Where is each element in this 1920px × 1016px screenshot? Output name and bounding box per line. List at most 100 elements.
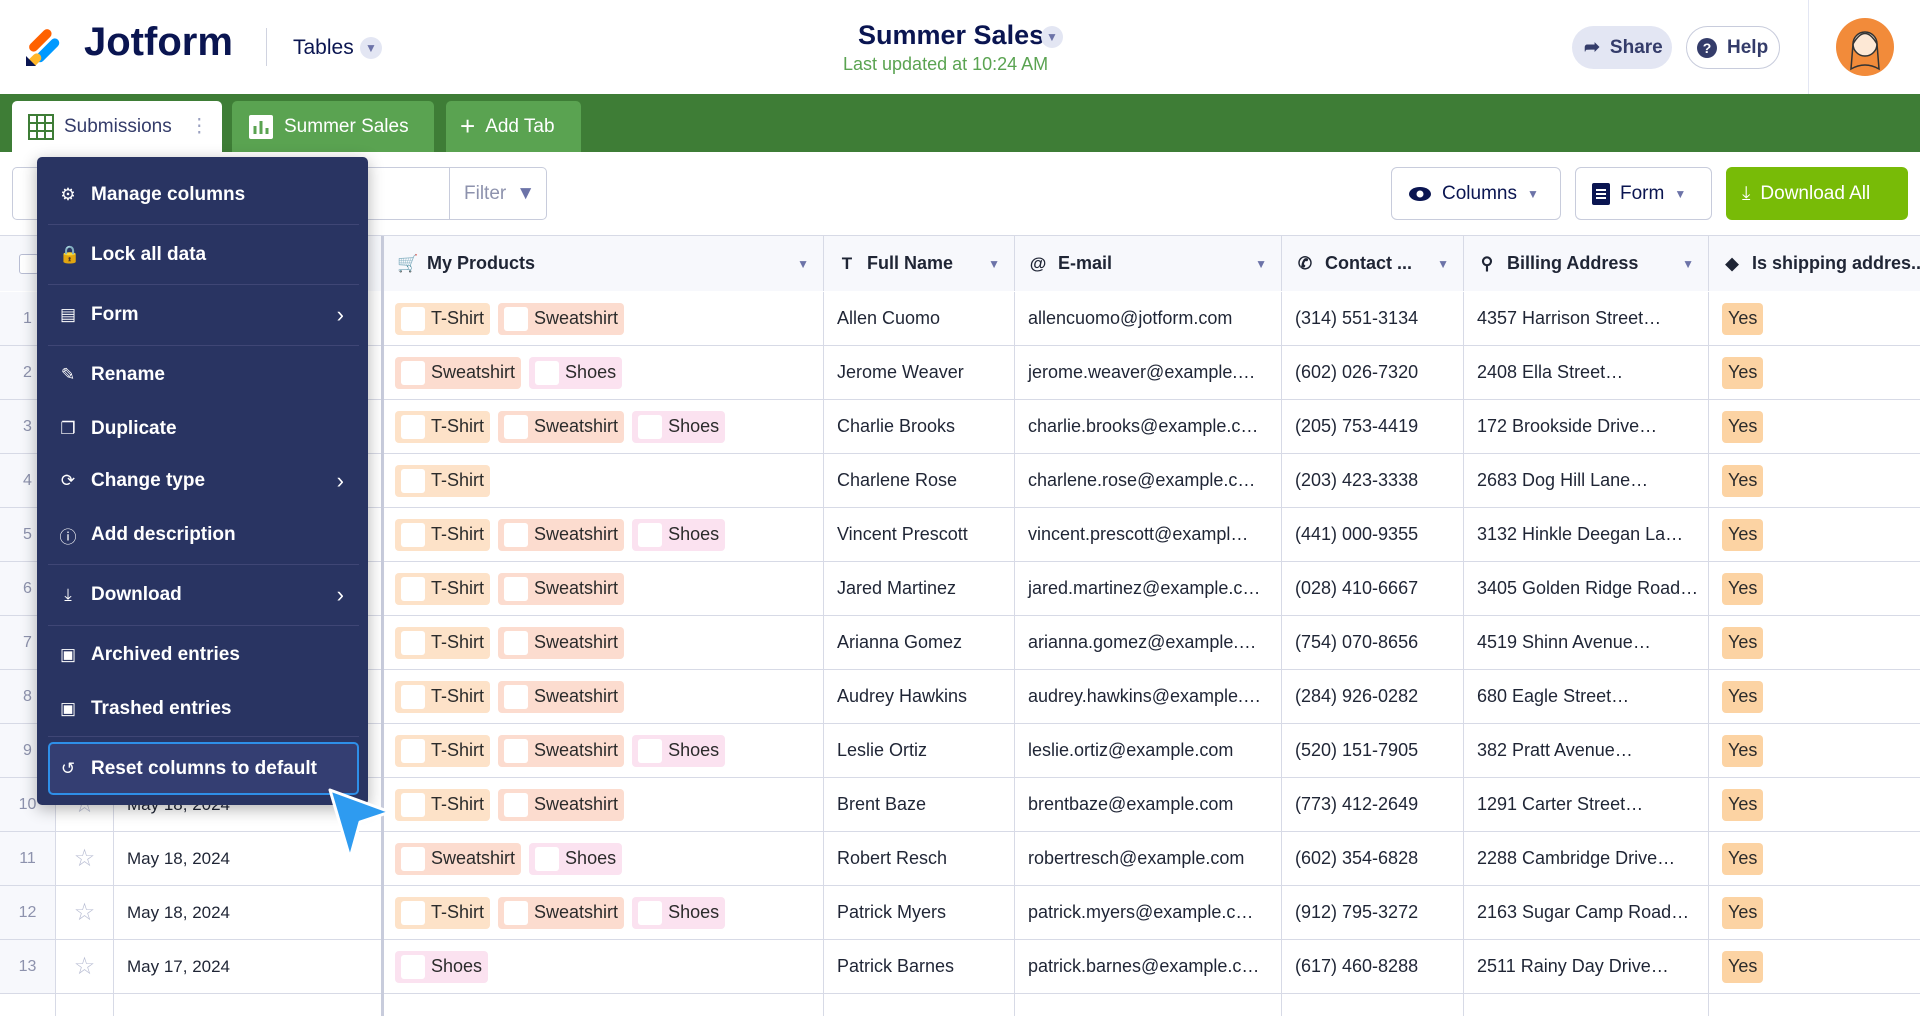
help-button[interactable]: ? Help [1686, 26, 1780, 69]
chevron: ▼ [1674, 186, 1687, 201]
tab-summer-sales[interactable]: Summer Sales [232, 101, 434, 152]
shipping-cell: Yes [1709, 778, 1920, 832]
menu-icon: ▣ [59, 699, 77, 718]
tab-add[interactable]: + Add Tab [446, 101, 581, 152]
star[interactable]: ☆ [73, 899, 96, 926]
divider [266, 28, 267, 66]
column-title: Contact ... [1325, 253, 1413, 273]
phone-cell: (520) 151-7905 [1282, 724, 1464, 778]
product-tag[interactable]: Sweatshirt [498, 518, 625, 551]
product-tag[interactable]: Shoes [632, 410, 726, 443]
avatar[interactable] [1835, 17, 1895, 77]
phone: (912) 795-3272 [1295, 902, 1419, 922]
product-tag[interactable]: Sweatshirt [498, 410, 625, 443]
app-name[interactable]: Tables [293, 36, 354, 59]
column-header[interactable]: 🛒 My Products ▼ [384, 236, 824, 291]
menu-item[interactable]: ⟳ Change type › [37, 457, 368, 505]
menu-item[interactable]: ✎ Rename [37, 351, 368, 399]
product-tag[interactable]: Sweatshirt [498, 626, 625, 659]
product-tag[interactable]: Shoes [632, 518, 726, 551]
product-icon [401, 306, 425, 331]
product-tag[interactable]: Sweatshirt [498, 896, 625, 929]
menu-item[interactable]: ⤓ Download › [37, 571, 368, 619]
product-name: Sweatshirt [534, 578, 619, 598]
menu-label: Lock all data [91, 244, 207, 265]
product-tag[interactable]: Shoes [529, 356, 623, 389]
address: 680 Eagle Street… [1477, 686, 1630, 706]
column-header[interactable]: ✆ Contact ... ▼ [1282, 236, 1464, 291]
column-chevron[interactable]: ▼ [797, 256, 809, 271]
product-tag[interactable]: T-Shirt [395, 896, 491, 929]
menu-label: Add description [91, 524, 236, 545]
menu-item[interactable]: 🔒 Lock all data [37, 231, 368, 279]
product-tag[interactable]: Shoes [529, 842, 623, 875]
filter-button[interactable]: Filter ▼ [449, 167, 547, 220]
product-tag[interactable]: T-Shirt [395, 572, 491, 605]
menu-item[interactable]: ▣ Trashed entries [37, 685, 368, 733]
checkbox[interactable] [19, 253, 39, 274]
products-cell: T-Shirt Sweatshirt [384, 292, 824, 346]
product-tag[interactable]: T-Shirt [395, 788, 491, 821]
column-header[interactable]: @ E-mail ▼ [1015, 236, 1282, 291]
product-tag[interactable]: T-Shirt [395, 734, 491, 767]
product-tag[interactable]: Sweatshirt [395, 842, 522, 875]
share-button[interactable]: ➦ Share [1572, 26, 1672, 69]
star-cell: ☆ [56, 940, 114, 994]
product-tag[interactable]: Sweatshirt [498, 734, 625, 767]
menu-item[interactable]: ⚙ Manage columns [37, 171, 368, 219]
product-tag[interactable]: Shoes [395, 950, 489, 983]
download-all-button[interactable]: ⤓ Download All [1726, 167, 1908, 220]
tab-menu[interactable]: ⋮ [189, 116, 209, 137]
product-tag[interactable]: T-Shirt [395, 410, 491, 443]
column-header[interactable]: ◆ Is shipping addres... [1709, 236, 1920, 291]
shipping-cell: Yes [1709, 886, 1920, 940]
title-dropdown[interactable]: ▼ [1041, 26, 1063, 48]
form-icon [1592, 182, 1610, 205]
product-icon [401, 360, 425, 385]
table-title[interactable]: Summer Sales [858, 20, 1045, 50]
column-header[interactable]: T Full Name ▼ [824, 236, 1015, 291]
star[interactable]: ☆ [73, 953, 96, 980]
row-number-text: 9 [23, 741, 32, 759]
menu-item[interactable]: ⓘ Add description [37, 511, 368, 559]
menu-item[interactable]: ❐ Duplicate [37, 405, 368, 453]
product-tag[interactable]: Sweatshirt [498, 302, 625, 335]
app-dropdown[interactable]: ▼ [360, 37, 382, 59]
product-tag[interactable]: T-Shirt [395, 464, 491, 497]
column-chevron[interactable]: ▼ [1437, 256, 1449, 271]
product-name: Sweatshirt [534, 902, 619, 922]
columns-button[interactable]: Columns ▼ [1391, 167, 1561, 220]
product-tag[interactable]: Sweatshirt [395, 356, 522, 389]
column-title: Billing Address [1507, 253, 1639, 273]
column-chevron[interactable]: ▼ [1682, 256, 1694, 271]
product-tag[interactable]: Shoes [632, 896, 726, 929]
product-tag[interactable]: T-Shirt [395, 626, 491, 659]
product-tag[interactable]: T-Shirt [395, 302, 491, 335]
form-button[interactable]: Form ▼ [1575, 167, 1712, 220]
yes-tag: Yes [1722, 410, 1764, 443]
tab-submissions[interactable]: Submissions ⋮ [12, 101, 222, 152]
product-tag[interactable]: Sweatshirt [498, 788, 625, 821]
menu-icon: ⟳ [60, 471, 76, 490]
star[interactable]: ☆ [73, 845, 96, 872]
product-name: Sweatshirt [534, 794, 619, 814]
row-stub [56, 994, 114, 1016]
help-icon: ? [1697, 37, 1717, 58]
product-tag[interactable]: Sweatshirt [498, 572, 625, 605]
name-cell: Audrey Hawkins [824, 670, 1015, 724]
product-tag[interactable]: T-Shirt [395, 518, 491, 551]
column-header[interactable]: ⚲ Billing Address ▼ [1464, 236, 1709, 291]
menu-item[interactable]: ▣ Archived entries [37, 631, 368, 679]
product-tag[interactable]: T-Shirt [395, 680, 491, 713]
column-chevron[interactable]: ▼ [1255, 256, 1267, 271]
product-icon [638, 414, 663, 439]
product-name: Shoes [668, 740, 720, 760]
column-icon: 🛒 [397, 253, 419, 273]
menu-item[interactable]: ▤ Form › [37, 291, 368, 339]
product-tag[interactable]: Shoes [632, 734, 726, 767]
menu-item[interactable]: ↺ Reset columns to default [37, 745, 368, 793]
product-icon [401, 846, 425, 871]
column-chevron[interactable]: ▼ [988, 256, 1000, 271]
product-tag[interactable]: Sweatshirt [498, 680, 625, 713]
full-name: Patrick Myers [837, 902, 947, 922]
